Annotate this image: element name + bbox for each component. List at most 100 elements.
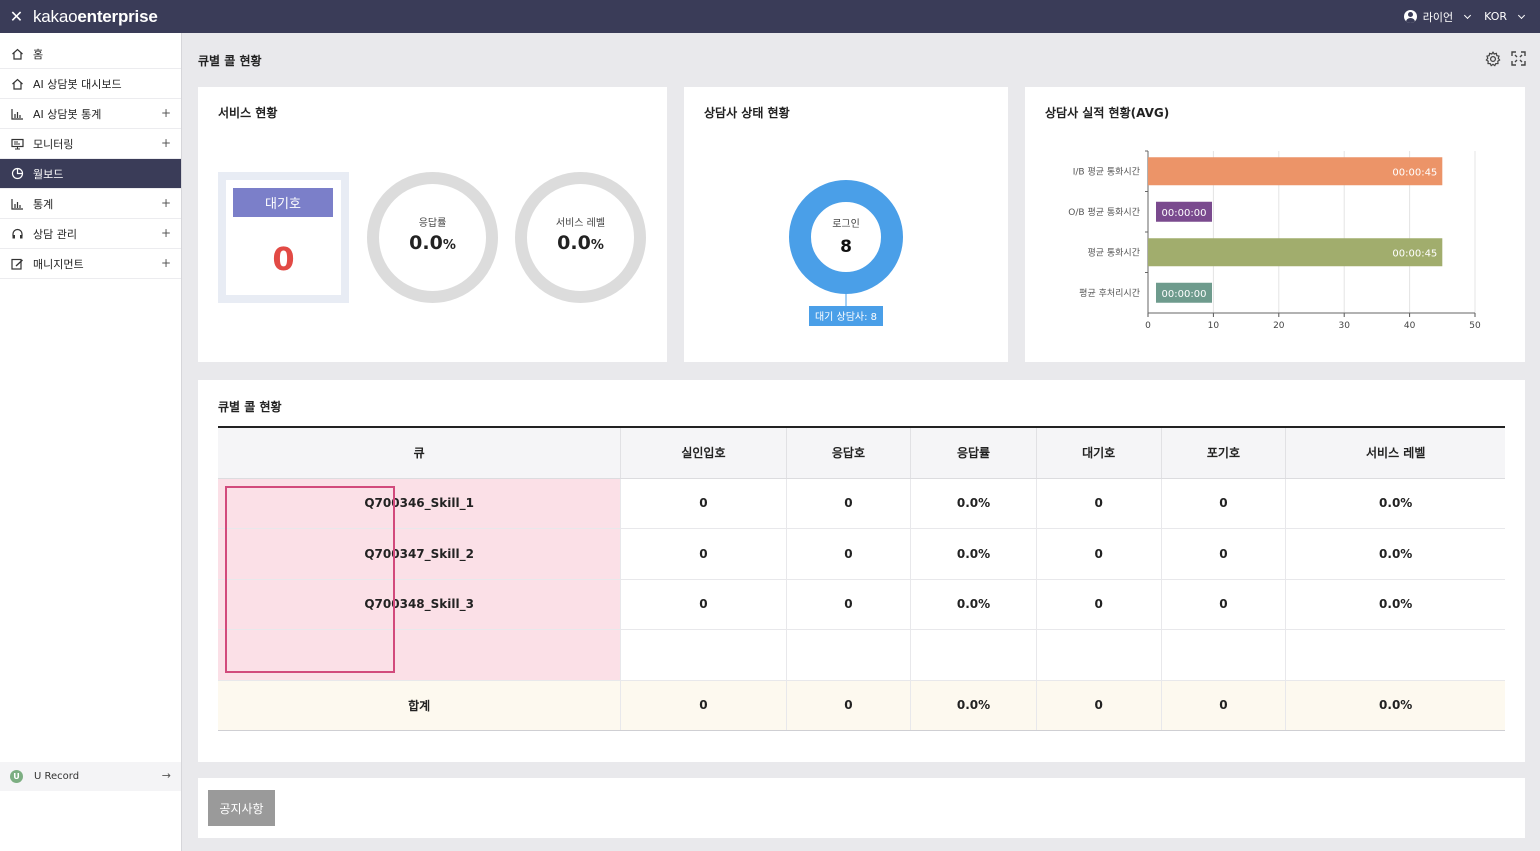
category-label: I/B 평균 통화시간 (1073, 166, 1140, 177)
table-cell: 0 (1036, 579, 1162, 630)
table-cell: 0.0% (1285, 528, 1505, 580)
notice-button[interactable]: 공지사항 (208, 790, 275, 826)
expand-icon[interactable]: + (160, 196, 171, 210)
x-tick-label: 50 (1469, 321, 1481, 331)
fullscreen-icon[interactable] (1511, 51, 1526, 71)
column-header: 포기호 (1161, 426, 1287, 479)
u-record-label: U Record (34, 771, 80, 782)
agent-performance-title: 상담사 실적 현황(AVG) (1045, 106, 1170, 120)
x-tick-label: 0 (1145, 321, 1151, 331)
table-cell: 0.0% (910, 478, 1037, 529)
sidebar-item-label: 상담 관리 (33, 227, 77, 241)
bar-value-label: 00:00:45 (1392, 167, 1437, 178)
login-label: 로그인 (832, 218, 860, 230)
sidebar-item-consult-management[interactable]: 상담 관리 + (0, 219, 181, 249)
queue-status-panel: 큐별 콜 현황 큐 실인입호 응답호 응답률 대기호 포기호 서비스 레벨 Q7… (198, 380, 1525, 762)
answer-rate-gauge: 응답률 0.0% (367, 172, 498, 303)
sidebar-item-label: 매니지먼트 (33, 257, 84, 271)
bar (1148, 238, 1443, 267)
queue-name-cell: Q700348_Skill_3 (218, 579, 622, 630)
table-cell: 0.0% (1285, 680, 1505, 731)
x-tick-label: 40 (1404, 321, 1416, 331)
table-row: Q700348_Skill_3 0 0 0.0% 0 0 0.0% (218, 579, 1505, 630)
sidebar-item-label: 월보드 (33, 167, 64, 181)
expand-icon[interactable]: + (160, 136, 171, 150)
table-cell: 0 (786, 478, 912, 529)
sidebar: 홈 AI 상담봇 대시보드 AI 상담봇 통계 + 모니터링 + 월보드 통계 … (0, 33, 182, 851)
table-cell: 0 (1161, 680, 1287, 731)
sidebar-item-management[interactable]: 매니지먼트 + (0, 249, 181, 279)
table-cell: 0 (1036, 478, 1162, 529)
queue-name-cell: Q700346_Skill_1 (218, 478, 622, 529)
waiting-calls-card: 대기호 0 (218, 172, 349, 303)
pie-chart-icon (10, 167, 24, 181)
top-bar: ✕ kakaoenterprise 라이언 KOR (0, 0, 1540, 33)
agent-performance-chart: 0 10 20 30 40 50 I/B 평균 통화시간 00:00:45 O/B 평균 통화시… (1068, 150, 1481, 331)
headset-icon (10, 227, 24, 241)
table-cell: 0.0% (1285, 478, 1505, 529)
language-select[interactable]: KOR (1484, 10, 1526, 23)
expand-icon[interactable]: + (160, 256, 171, 270)
queue-name-cell: Q700347_Skill_2 (218, 528, 622, 580)
bar-value-label: 00:00:00 (1162, 289, 1207, 300)
waiting-calls-label: 대기호 (233, 188, 333, 217)
expand-icon[interactable]: + (160, 106, 171, 120)
sidebar-item-ai-stats[interactable]: AI 상담봇 통계 + (0, 99, 181, 129)
sidebar-item-monitoring[interactable]: 모니터링 + (0, 129, 181, 159)
table-cell: 0 (1036, 680, 1162, 731)
logo-light-text: kakao (33, 6, 78, 26)
table-total-row: 합계 0 0 0.0% 0 0 0.0% (218, 680, 1505, 731)
home-icon (10, 47, 24, 61)
column-header: 큐 (218, 426, 622, 479)
sidebar-item-ai-dashboard[interactable]: AI 상담봇 대시보드 (0, 69, 181, 99)
arrow-right-icon: → (161, 769, 171, 782)
notice-panel: 공지사항 (198, 778, 1525, 838)
table-cell: 0 (1161, 579, 1287, 630)
login-value: 8 (840, 237, 852, 257)
bar (1148, 157, 1443, 186)
u-record-icon: U (10, 770, 23, 783)
settings-icon[interactable] (1485, 51, 1501, 71)
chevron-down-icon (1464, 11, 1472, 19)
user-icon (1403, 10, 1417, 23)
column-header: 실인입호 (620, 426, 787, 479)
sidebar-item-label: 모니터링 (33, 137, 74, 151)
total-label-cell: 합계 (218, 680, 622, 731)
sidebar-item-statistics[interactable]: 통계 + (0, 189, 181, 219)
agent-status-title: 상담사 상태 현황 (704, 106, 790, 120)
table-cell: 0 (1161, 528, 1287, 580)
service-level-gauge: 서비스 레벨 0.0% (515, 172, 646, 303)
sidebar-item-label: AI 상담봇 통계 (33, 107, 102, 121)
u-record-link[interactable]: U U Record → (0, 762, 181, 791)
table-cell: 0.0% (910, 680, 1037, 731)
table-cell: 0 (620, 579, 787, 630)
user-name: 라이언 (1422, 10, 1454, 24)
sidebar-item-label: 통계 (33, 197, 54, 211)
monitor-icon (10, 137, 24, 151)
table-cell: 0 (620, 528, 787, 580)
expand-icon[interactable]: + (160, 226, 171, 240)
close-icon[interactable]: ✕ (9, 7, 24, 26)
bar-value-box (1156, 201, 1212, 222)
table-cell: 0 (620, 680, 787, 731)
bar-value-label: 00:00:00 (1162, 208, 1207, 219)
answer-rate-value: 0.0% (409, 232, 456, 254)
sidebar-item-label: AI 상담봇 대시보드 (33, 77, 122, 91)
home-icon (10, 77, 24, 91)
table-cell (620, 629, 787, 681)
category-label: O/B 평균 통화시간 (1068, 207, 1140, 218)
x-tick-label: 10 (1208, 321, 1220, 331)
kakao-enterprise-logo: kakaoenterprise (33, 7, 158, 27)
table-row (218, 629, 1505, 681)
user-menu[interactable]: 라이언 (1403, 9, 1472, 25)
sidebar-item-home[interactable]: 홈 (0, 39, 181, 69)
table-cell: 0 (620, 478, 787, 529)
table-cell: 0 (1161, 478, 1287, 529)
agent-performance-panel: 상담사 실적 현황(AVG) 0 10 20 30 40 50 I/B 평균 통화시간 00:… (1025, 87, 1525, 362)
agent-status-donut: 로그인 8 대기 상담사: 8 (789, 180, 903, 326)
table-cell (1036, 629, 1162, 681)
sidebar-item-wallboard[interactable]: 월보드 (0, 159, 181, 189)
service-level-value: 0.0% (557, 232, 604, 254)
column-header: 응답률 (910, 426, 1037, 479)
table-cell (786, 629, 912, 681)
